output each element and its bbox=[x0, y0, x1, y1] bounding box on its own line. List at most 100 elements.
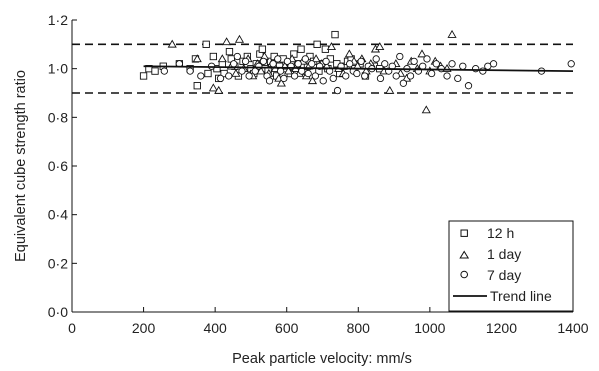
y-tick-label: 0·4 bbox=[48, 207, 68, 223]
trend-line bbox=[143, 65, 574, 72]
x-tick-label: 1200 bbox=[486, 320, 517, 336]
point-7-day bbox=[265, 77, 274, 85]
point-7-day bbox=[304, 69, 312, 78]
point-7-day bbox=[311, 72, 319, 80]
point-12h bbox=[202, 40, 210, 48]
point-12h bbox=[290, 50, 298, 58]
point-1-day bbox=[222, 37, 232, 46]
point-1-day bbox=[385, 85, 395, 94]
point-7-day bbox=[372, 55, 380, 63]
point-1-day bbox=[447, 29, 457, 38]
point-7-day bbox=[322, 57, 330, 66]
point-12h bbox=[204, 69, 212, 78]
legend-label-1day: 1 day bbox=[487, 246, 521, 262]
point-7-day bbox=[308, 60, 316, 68]
point-7-day bbox=[283, 57, 292, 66]
point-7-day bbox=[276, 67, 285, 75]
y-ticks: 0·0 0·2 0·4 0·6 0·8 1·0 1·2 bbox=[48, 12, 77, 320]
point-7-day bbox=[197, 72, 205, 80]
point-1-day bbox=[283, 66, 294, 75]
x-tick-label: 400 bbox=[203, 320, 227, 336]
point-7-day bbox=[392, 72, 400, 80]
point-1-day bbox=[217, 54, 227, 63]
point-1-day bbox=[234, 34, 245, 43]
point-1-day bbox=[307, 76, 318, 85]
point-12h bbox=[193, 82, 201, 90]
point-7-day bbox=[567, 60, 575, 68]
point-12h bbox=[209, 52, 218, 61]
point-7-day bbox=[432, 60, 440, 68]
point-7-day bbox=[399, 79, 408, 87]
y-tick-label: 0·0 bbox=[48, 304, 68, 320]
point-7-day bbox=[225, 72, 233, 80]
x-axis-title: Peak particle velocity: mm/s bbox=[232, 351, 412, 367]
point-1-day bbox=[421, 105, 431, 114]
legend-marker-1day bbox=[459, 250, 470, 259]
point-1-day bbox=[208, 83, 218, 92]
point-7-day bbox=[245, 72, 253, 80]
x-ticks: 0 200 400 600 800 1000 1200 1400 bbox=[68, 307, 589, 336]
point-7-day bbox=[406, 72, 415, 80]
y-tick-label: 1·0 bbox=[48, 61, 68, 77]
point-7-day bbox=[301, 55, 309, 63]
point-1-day bbox=[214, 85, 224, 94]
point-12h bbox=[151, 67, 159, 75]
point-7-day bbox=[274, 55, 282, 63]
legend-label-12h: 12 h bbox=[487, 225, 514, 241]
point-7-day bbox=[342, 72, 350, 80]
point-1-day bbox=[276, 78, 286, 87]
point-1-day bbox=[167, 39, 177, 48]
point-7-day bbox=[233, 52, 241, 61]
data-points bbox=[139, 29, 575, 114]
point-1-day bbox=[256, 66, 266, 75]
point-7-day bbox=[489, 60, 498, 68]
point-7-day bbox=[423, 55, 431, 63]
point-1-day bbox=[311, 54, 321, 63]
point-7-day bbox=[443, 72, 451, 80]
point-7-day bbox=[459, 62, 467, 70]
legend-label-7day: 7 day bbox=[487, 267, 521, 283]
point-12h bbox=[225, 47, 234, 56]
x-tick-label: 800 bbox=[347, 320, 371, 336]
point-7-day bbox=[241, 57, 250, 66]
legend-marker-7day bbox=[460, 270, 469, 279]
point-1-day bbox=[344, 49, 354, 58]
x-tick-label: 1400 bbox=[557, 320, 588, 336]
y-tick-label: 0·2 bbox=[48, 255, 68, 271]
point-7-day bbox=[238, 67, 246, 75]
point-7-day bbox=[479, 67, 487, 75]
point-1-day bbox=[192, 54, 202, 63]
point-7-day bbox=[427, 69, 436, 78]
point-7-day bbox=[381, 60, 389, 68]
point-12h bbox=[313, 40, 321, 48]
point-7-day bbox=[319, 77, 327, 85]
point-7-day bbox=[259, 57, 268, 66]
point-7-day bbox=[333, 86, 342, 95]
point-7-day bbox=[410, 57, 418, 66]
point-7-day bbox=[437, 65, 445, 73]
point-7-day bbox=[357, 57, 365, 66]
point-7-day bbox=[448, 60, 456, 68]
point-7-day bbox=[396, 52, 404, 61]
point-12h bbox=[139, 72, 148, 80]
point-1-day bbox=[326, 42, 337, 51]
point-12h bbox=[258, 45, 267, 53]
y-tick-label: 0·6 bbox=[48, 158, 68, 174]
point-7-day bbox=[353, 69, 361, 78]
point-12h bbox=[331, 30, 339, 39]
point-7-day bbox=[290, 72, 299, 80]
point-7-day bbox=[454, 74, 462, 83]
point-7-day bbox=[216, 74, 225, 83]
y-axis-title: Equivalent cube strength ratio bbox=[13, 70, 29, 262]
point-1-day bbox=[417, 49, 427, 58]
legend-marker-12h bbox=[460, 229, 468, 237]
x-tick-label: 0 bbox=[68, 320, 76, 336]
point-7-day bbox=[230, 60, 238, 68]
point-7-day bbox=[160, 67, 168, 75]
point-7-day bbox=[346, 60, 354, 68]
point-7-day bbox=[329, 74, 337, 83]
point-7-day bbox=[294, 60, 302, 68]
x-tick-label: 1000 bbox=[414, 320, 445, 336]
y-tick-label: 1·2 bbox=[48, 12, 68, 28]
